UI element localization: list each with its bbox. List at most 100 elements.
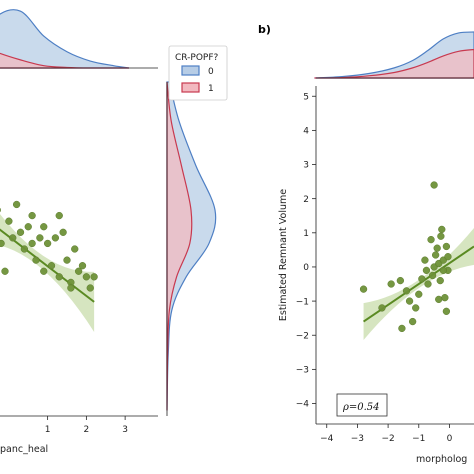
panel-a-point-17 bbox=[47, 262, 56, 270]
panel-b-point-9 bbox=[418, 275, 426, 283]
panel-b-y-tick-label-1: −3 bbox=[296, 366, 309, 376]
panel-b-point-3 bbox=[396, 276, 405, 285]
panel-b-x-ticks: −4 −3 −2 −1 0 bbox=[320, 424, 453, 444]
panel-a-point-2 bbox=[0, 207, 1, 213]
panel-b-point-8 bbox=[415, 290, 423, 298]
panel-a-point-30 bbox=[40, 267, 48, 275]
panel-a-point-20 bbox=[59, 228, 67, 236]
panel-b-x-tick-label-3: −1 bbox=[412, 434, 425, 444]
panel-b-top-marginal bbox=[314, 31, 474, 79]
panel-a-point-33 bbox=[1, 267, 9, 275]
panel-b-point-14 bbox=[428, 271, 437, 280]
panel-b-point-29 bbox=[398, 324, 406, 333]
panel-a-point-26 bbox=[82, 273, 91, 281]
panel-a-point-12 bbox=[28, 239, 36, 248]
panel-b-point-1 bbox=[378, 304, 386, 312]
panel-b-x-tick-label-2: −2 bbox=[381, 434, 394, 444]
panel-b-point-31 bbox=[439, 266, 447, 275]
panel-b-x-axis-label: morpholog bbox=[416, 454, 467, 465]
panel-a-point-13 bbox=[32, 256, 40, 264]
panel-a-point-15 bbox=[40, 223, 48, 231]
legend-title: CR-POPF? bbox=[175, 53, 219, 63]
panel-a-confidence-band bbox=[0, 214, 95, 332]
panel-a-point-28 bbox=[90, 273, 98, 281]
panel-a-point-6 bbox=[5, 217, 13, 225]
panel-a-x-tick-label-0: 1 bbox=[45, 425, 51, 435]
panel-b-y-ticks: −4 −3 −2 −1 0 1 2 3 4 5 bbox=[296, 92, 316, 410]
panel-a-point-16 bbox=[43, 239, 52, 248]
panel-b-point-28 bbox=[430, 181, 438, 189]
panel-b-points bbox=[359, 181, 452, 333]
panel-b-y-tick-label-8: 4 bbox=[303, 127, 309, 137]
panel-b-x-tick-label-0: −4 bbox=[320, 434, 334, 444]
legend-swatch-1 bbox=[181, 82, 200, 93]
panel-b-point-17 bbox=[433, 244, 441, 252]
panel-a-point-8 bbox=[12, 200, 21, 209]
panel-a-x-axis-label: panc_heal bbox=[0, 444, 48, 455]
panel-b-point-27 bbox=[442, 307, 451, 315]
panel-a-point-29 bbox=[28, 211, 36, 220]
panel-a-point-10 bbox=[20, 245, 29, 253]
panel-a-point-21 bbox=[63, 256, 71, 264]
panel-a-point-31 bbox=[55, 273, 63, 281]
panel-b-point-13 bbox=[427, 235, 435, 244]
panel-b-x-tick-label-1: −3 bbox=[351, 434, 364, 444]
panel-a-point-32 bbox=[67, 284, 75, 292]
panel-a-point-7 bbox=[9, 234, 17, 242]
legend-swatch-0 bbox=[181, 65, 200, 76]
panel-a-top-kde-group0 bbox=[0, 9, 130, 69]
panel-b-annotation-box bbox=[336, 393, 388, 417]
panel-a-point-9 bbox=[16, 228, 25, 236]
panel-b-point-2 bbox=[387, 280, 395, 288]
panel-a-x-tick-label-1: 2 bbox=[84, 425, 90, 435]
panel-b-y-tick-label-6: 2 bbox=[303, 195, 309, 205]
panel-b-y-tick-label-3: −1 bbox=[296, 297, 309, 307]
legend-label-1: 1 bbox=[208, 84, 214, 94]
panel-b-point-16 bbox=[432, 251, 440, 259]
panel-b-y-tick-label-0: −4 bbox=[296, 400, 310, 410]
panel-b-point-11 bbox=[422, 266, 431, 275]
panel-b-main-axes: −4 −3 −2 −1 0 −4 −3 −2 −1 0 1 2 3 4 5 Estimated Remna… bbox=[278, 86, 474, 465]
panel-b-y-tick-label-2: −2 bbox=[296, 331, 309, 341]
panel-b-point-6 bbox=[408, 317, 417, 326]
panel-b-point-12 bbox=[424, 280, 432, 288]
panel-b-label: b) bbox=[258, 23, 271, 36]
legend: CR-POPF? 0 1 bbox=[168, 45, 228, 101]
panel-a-point-25 bbox=[78, 262, 87, 270]
panel-b-point-24 bbox=[442, 242, 451, 251]
panel-b-point-30 bbox=[435, 295, 443, 304]
panel-b-point-23 bbox=[441, 294, 449, 302]
panel-b-y-tick-label-4: 0 bbox=[303, 263, 309, 273]
panel-a-point-11 bbox=[24, 223, 32, 231]
legend-label-0: 0 bbox=[208, 67, 214, 77]
panel-a-point-19 bbox=[55, 211, 63, 220]
panel-a-point-14 bbox=[36, 234, 44, 242]
panel-b-correlation-annotation: ρ=0.54 bbox=[342, 402, 380, 413]
panel-a-top-marginal bbox=[0, 9, 158, 69]
panel-a-x-ticks: 1 2 3 bbox=[45, 416, 128, 435]
panel-b-top-kde-group1 bbox=[314, 48, 474, 79]
panel-a-point-23 bbox=[71, 245, 79, 253]
panel-a-main-axes: 1 2 3 panc_heal bbox=[0, 200, 158, 455]
panel-a-point-24 bbox=[74, 267, 83, 275]
panel-b-y-tick-label-7: 3 bbox=[303, 161, 309, 171]
panel-b-point-0 bbox=[359, 285, 368, 293]
panel-b-point-25 bbox=[444, 253, 452, 261]
panel-b-point-7 bbox=[412, 304, 420, 312]
panel-b-y-tick-label-5: 1 bbox=[303, 229, 309, 239]
panel-a-right-marginal bbox=[166, 81, 217, 416]
panel-b-point-19 bbox=[436, 276, 444, 285]
panel-b-y-axis-label: Estimated Remnant Volume bbox=[278, 189, 289, 321]
panel-a-x-tick-label-2: 3 bbox=[122, 425, 128, 435]
panel-b-point-21 bbox=[438, 225, 446, 234]
panel-a-point-18 bbox=[51, 234, 60, 242]
panel-a-points bbox=[0, 200, 98, 292]
panel-b-point-20 bbox=[437, 232, 445, 240]
panel-b-y-tick-label-9: 5 bbox=[303, 92, 309, 102]
panel-a-point-3 bbox=[0, 239, 5, 248]
panel-b-point-5 bbox=[405, 297, 414, 305]
panel-a-right-kde-group1 bbox=[166, 81, 193, 411]
panel-b-x-tick-label-4: 0 bbox=[447, 434, 453, 444]
panel-b-point-10 bbox=[421, 256, 429, 264]
